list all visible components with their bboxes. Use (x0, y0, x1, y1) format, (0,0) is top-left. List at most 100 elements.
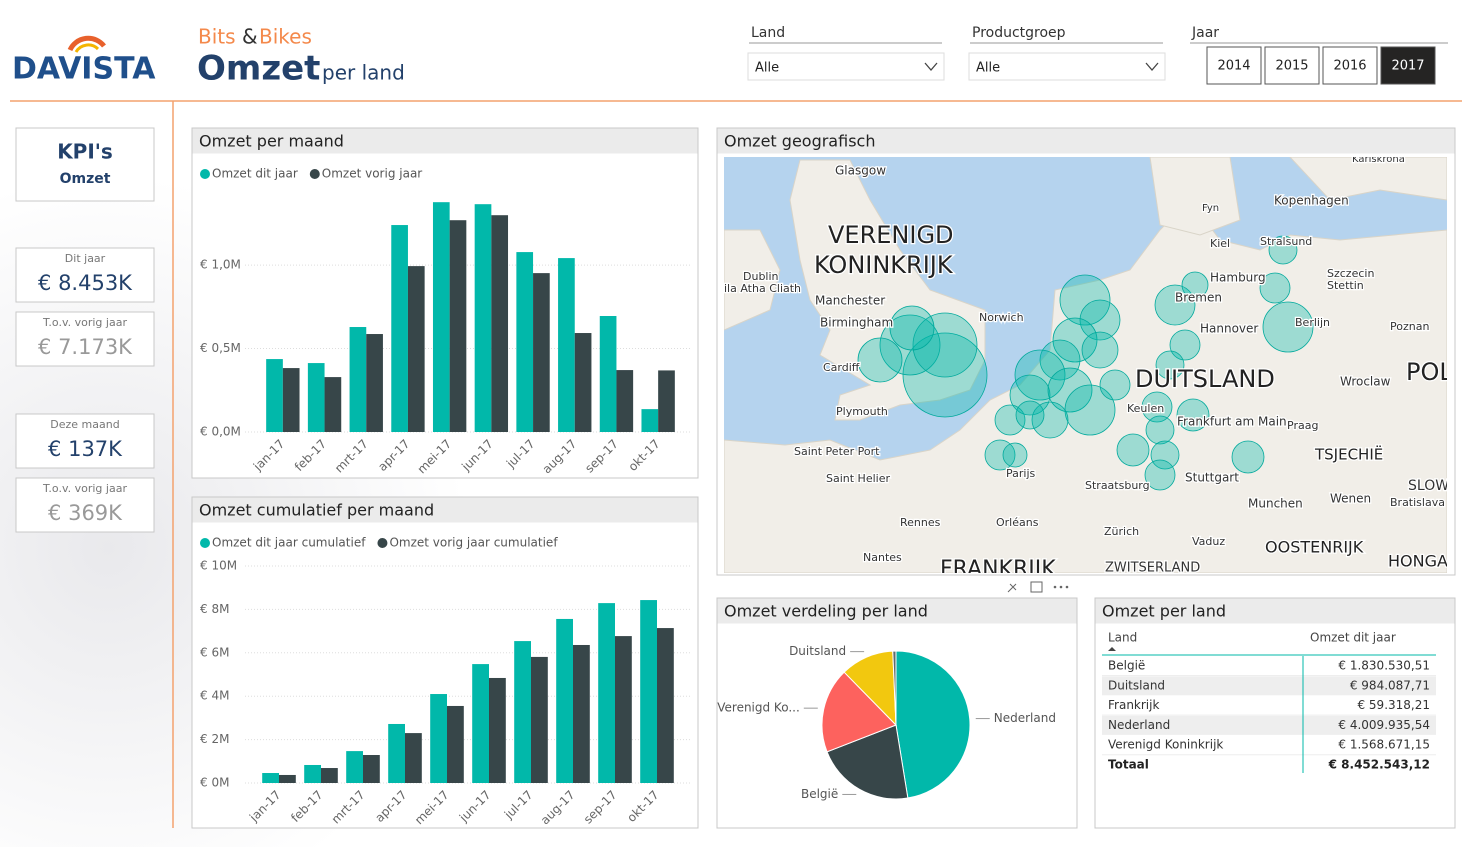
year-button[interactable] (1322, 46, 1378, 85)
map-label: FRANKRIJK (940, 557, 1056, 582)
map-label: ZWITSERLAND (1105, 561, 1200, 576)
brand-logo: DAVISTA (12, 52, 156, 87)
bar (573, 644, 590, 783)
kpi-label: T.o.v. vorig jaar (42, 482, 127, 495)
bar (391, 225, 408, 432)
panel-title-bar (717, 598, 1077, 624)
bar (489, 677, 506, 783)
more-icon[interactable] (1065, 585, 1069, 589)
logo-arc (74, 43, 100, 53)
map-label: OOSTENRIJK (1265, 538, 1364, 557)
kpi-header-card (15, 127, 155, 202)
map-bubble (1059, 274, 1111, 326)
focus-icon[interactable] (1030, 581, 1043, 593)
map-label: Orléans (996, 516, 1039, 529)
slicer-label: Productgroep (972, 25, 1066, 41)
kpi-card (15, 413, 155, 469)
bar (491, 215, 509, 432)
map-label: Birmingham (820, 316, 893, 330)
map-land (1289, 157, 1447, 201)
map-bubble (1145, 415, 1175, 445)
year-button-label: 2015 (1275, 59, 1308, 74)
bar (407, 266, 425, 432)
map-bubble (1169, 329, 1201, 361)
map-label: Zürich (1104, 525, 1139, 538)
map-label: Glasgow (835, 164, 886, 178)
dropdown[interactable] (968, 52, 1166, 81)
bar (599, 316, 617, 432)
legend-label: Omzet dit jaar cumulatief (212, 536, 366, 550)
legend-marker (200, 169, 210, 179)
map-label: Cardiff (823, 361, 860, 374)
sort-arrow (1108, 647, 1116, 651)
slicer-label: Land (751, 25, 785, 41)
panel-title-bar (717, 128, 1455, 154)
map-land (1149, 157, 1241, 236)
map-bubble (1155, 350, 1185, 380)
map-bubble (1015, 400, 1045, 430)
logo-arc (67, 35, 106, 52)
bar (279, 774, 296, 783)
pie-label: Duitsland (789, 644, 846, 658)
y-tick-label: € 6M (200, 645, 229, 659)
kpi-value: € 137K (48, 437, 123, 461)
bar (363, 755, 380, 783)
bar (449, 220, 467, 432)
page-title-suffix: per land (322, 61, 405, 85)
legend-label: Omzet vorig jaar cumulatief (389, 536, 558, 550)
bar (432, 202, 450, 432)
year-button-label: 2017 (1391, 59, 1424, 74)
map-label: Praag (1287, 419, 1318, 432)
y-tick-label: € 10M (200, 559, 237, 573)
map-label: Kopenhagen (1274, 194, 1349, 208)
y-tick-label: € 2M (200, 732, 229, 746)
kpi-card (15, 311, 155, 367)
table-total: Totaal (1108, 758, 1149, 772)
map-label: Szczecin (1327, 267, 1374, 280)
legend-label: Omzet vorig jaar (322, 167, 423, 181)
map-label: SLOW (1408, 478, 1449, 494)
y-tick-label: € 0,0M (200, 425, 241, 439)
year-button[interactable] (1380, 46, 1436, 85)
more-icon[interactable] (1059, 585, 1063, 589)
map-bubble (1002, 442, 1028, 468)
map-label: DUITSLAND (1135, 365, 1275, 393)
table-header: Omzet dit jaar (1310, 631, 1396, 645)
panel-title: Omzet cumulatief per maand (199, 501, 434, 520)
panel-title: Omzet geografisch (724, 132, 875, 151)
dropdown[interactable] (747, 52, 945, 81)
table-header: Land (1108, 631, 1137, 645)
bar (349, 327, 367, 432)
map-bubble (1259, 272, 1291, 304)
kpi-value: € 8.453K (38, 271, 133, 295)
bar (516, 252, 534, 432)
kpi-label: T.o.v. vorig jaar (42, 316, 127, 329)
pin-icon[interactable] (1007, 583, 1017, 593)
table-cell: Nederland (1108, 718, 1170, 732)
pie-slice (821, 671, 897, 753)
year-button[interactable] (1264, 46, 1320, 85)
map-bubble (1144, 459, 1176, 491)
bar (472, 664, 489, 783)
y-tick-label: € 4M (200, 689, 229, 703)
bar (282, 368, 300, 432)
map-label: POL (1406, 358, 1453, 386)
map-bubble (1141, 391, 1173, 423)
panel-title: Omzet per land (1102, 602, 1226, 621)
map-land (724, 199, 1447, 573)
map-land (789, 159, 986, 421)
map-label: Frankfurt am Main (1177, 415, 1287, 429)
map-label: TSJECHIË (1314, 445, 1383, 464)
more-icon[interactable] (1053, 585, 1057, 589)
subtitle: Bikes (259, 25, 312, 49)
map-label: Manchester (815, 294, 885, 308)
map-bubble (1099, 369, 1131, 401)
legend-marker (309, 169, 320, 179)
table-cell: € 4.009.935,54 (1338, 718, 1430, 732)
table-row-band (1102, 715, 1436, 735)
year-button[interactable] (1206, 46, 1262, 85)
table-cell: België (1108, 659, 1145, 673)
map-label: Parijs (1006, 467, 1036, 480)
panel (1094, 597, 1456, 829)
year-button-label: 2016 (1333, 59, 1366, 74)
